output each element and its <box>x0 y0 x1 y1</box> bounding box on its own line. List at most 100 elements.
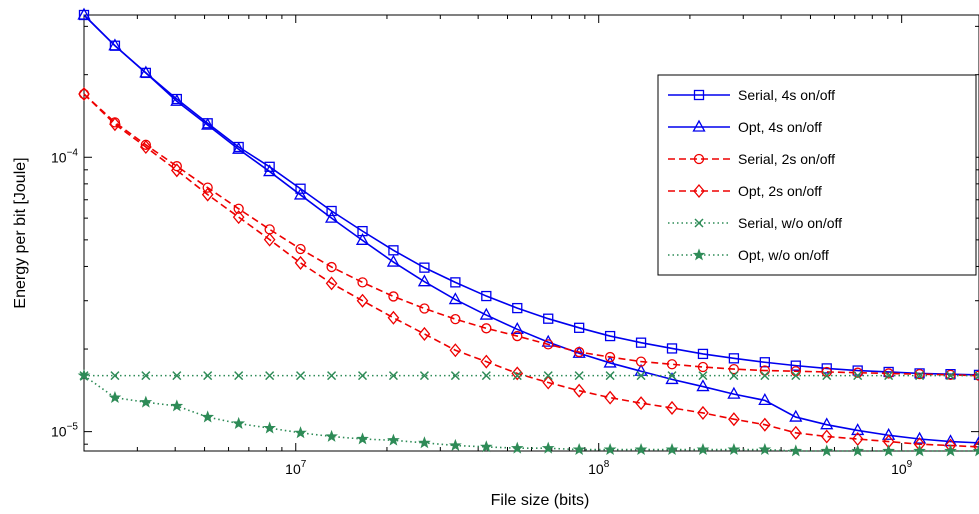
legend-marker <box>692 248 706 261</box>
data-point <box>820 429 833 444</box>
data-point <box>759 417 771 432</box>
data-point <box>293 187 308 200</box>
data-point <box>945 369 956 381</box>
data-point <box>108 38 122 51</box>
series-line <box>83 14 979 444</box>
data-point <box>635 396 647 411</box>
data-point <box>666 400 678 415</box>
data-point <box>357 371 368 381</box>
data-point <box>851 423 865 436</box>
y-ticks: 10−5 10−4 <box>51 147 979 440</box>
data-point <box>543 339 554 350</box>
data-point <box>295 183 306 194</box>
data-point <box>665 442 679 455</box>
data-point <box>325 276 338 291</box>
data-point <box>912 431 927 444</box>
data-point <box>973 439 979 454</box>
data-point <box>295 243 306 255</box>
data-point <box>263 421 276 434</box>
data-point <box>170 399 184 412</box>
data-point <box>139 139 152 155</box>
data-point <box>542 375 555 390</box>
data-point <box>603 442 617 455</box>
data-point <box>201 117 215 130</box>
legend-item-opt-w-o-on-off: Opt, w/o on/off <box>668 247 829 263</box>
data-point <box>139 65 153 78</box>
data-point <box>512 330 523 342</box>
data-point <box>141 371 151 381</box>
data-point <box>510 441 524 454</box>
data-point <box>635 337 647 348</box>
data-point <box>326 205 337 217</box>
data-point <box>170 163 183 178</box>
data-point <box>635 356 647 367</box>
legend-box <box>657 74 977 276</box>
data-point <box>294 426 307 439</box>
data-point <box>172 371 182 381</box>
data-point <box>139 395 153 408</box>
data-point <box>481 323 492 334</box>
data-point <box>945 371 956 381</box>
data-point <box>512 371 522 381</box>
legend-item-serial-2s-on-off: Serial, 2s on/off <box>668 151 835 167</box>
data-point <box>698 371 708 381</box>
legend-marker <box>692 119 706 132</box>
data-point <box>791 371 801 381</box>
data-point <box>972 435 979 448</box>
data-point <box>356 293 369 308</box>
data-point <box>821 363 832 374</box>
data-point <box>108 390 122 404</box>
data-point <box>541 441 555 454</box>
data-point <box>820 444 834 457</box>
data-point <box>820 417 834 430</box>
legend-item-opt-2s-on-off: Opt, 2s on/off <box>668 183 822 199</box>
legend-label: Serial, w/o on/off <box>738 215 842 231</box>
data-point <box>417 274 432 287</box>
data-point <box>604 351 616 363</box>
legend-item-serial-w-o-on-off: Serial, w/o on/off <box>668 215 842 231</box>
x-tick-label: 109 <box>891 459 913 477</box>
legend-item-serial-4s-on-off: Serial, 4s on/off <box>668 87 835 103</box>
data-point <box>728 412 740 427</box>
data-point <box>822 371 832 381</box>
data-point <box>203 371 213 381</box>
plot-lines <box>77 7 979 457</box>
data-point <box>696 442 710 455</box>
data-point <box>914 369 925 380</box>
data-point <box>170 93 184 106</box>
data-point <box>883 368 894 379</box>
data-point <box>450 371 460 381</box>
data-point <box>603 355 617 368</box>
data-point <box>201 410 215 423</box>
data-point <box>450 314 461 325</box>
data-point <box>386 254 401 267</box>
data-point <box>77 368 91 382</box>
series-opt-4s-on-off <box>77 7 979 448</box>
y-axis-label: Energy per bit [Joule] <box>12 157 29 308</box>
data-point <box>418 326 431 341</box>
y-tick-label: 10−5 <box>51 422 78 440</box>
data-point <box>479 440 493 453</box>
data-point <box>263 164 277 177</box>
x-ticks: 107 108 109 <box>285 15 913 477</box>
data-point <box>355 232 370 245</box>
x-tick-label: 108 <box>588 459 610 477</box>
data-point <box>884 371 894 381</box>
data-point <box>449 438 462 451</box>
data-point <box>232 210 245 225</box>
legend-marker <box>693 89 705 101</box>
data-point <box>109 117 121 132</box>
data-point <box>574 371 584 381</box>
data-point <box>387 433 400 446</box>
data-point <box>512 302 523 314</box>
data-point <box>728 353 740 364</box>
data-point <box>573 383 586 398</box>
data-point <box>758 442 772 455</box>
data-point <box>449 343 462 358</box>
data-point <box>572 442 586 455</box>
series-line <box>83 14 979 376</box>
legend-label: Opt, 4s on/off <box>738 119 822 135</box>
data-point <box>418 436 431 449</box>
data-point <box>727 386 741 399</box>
